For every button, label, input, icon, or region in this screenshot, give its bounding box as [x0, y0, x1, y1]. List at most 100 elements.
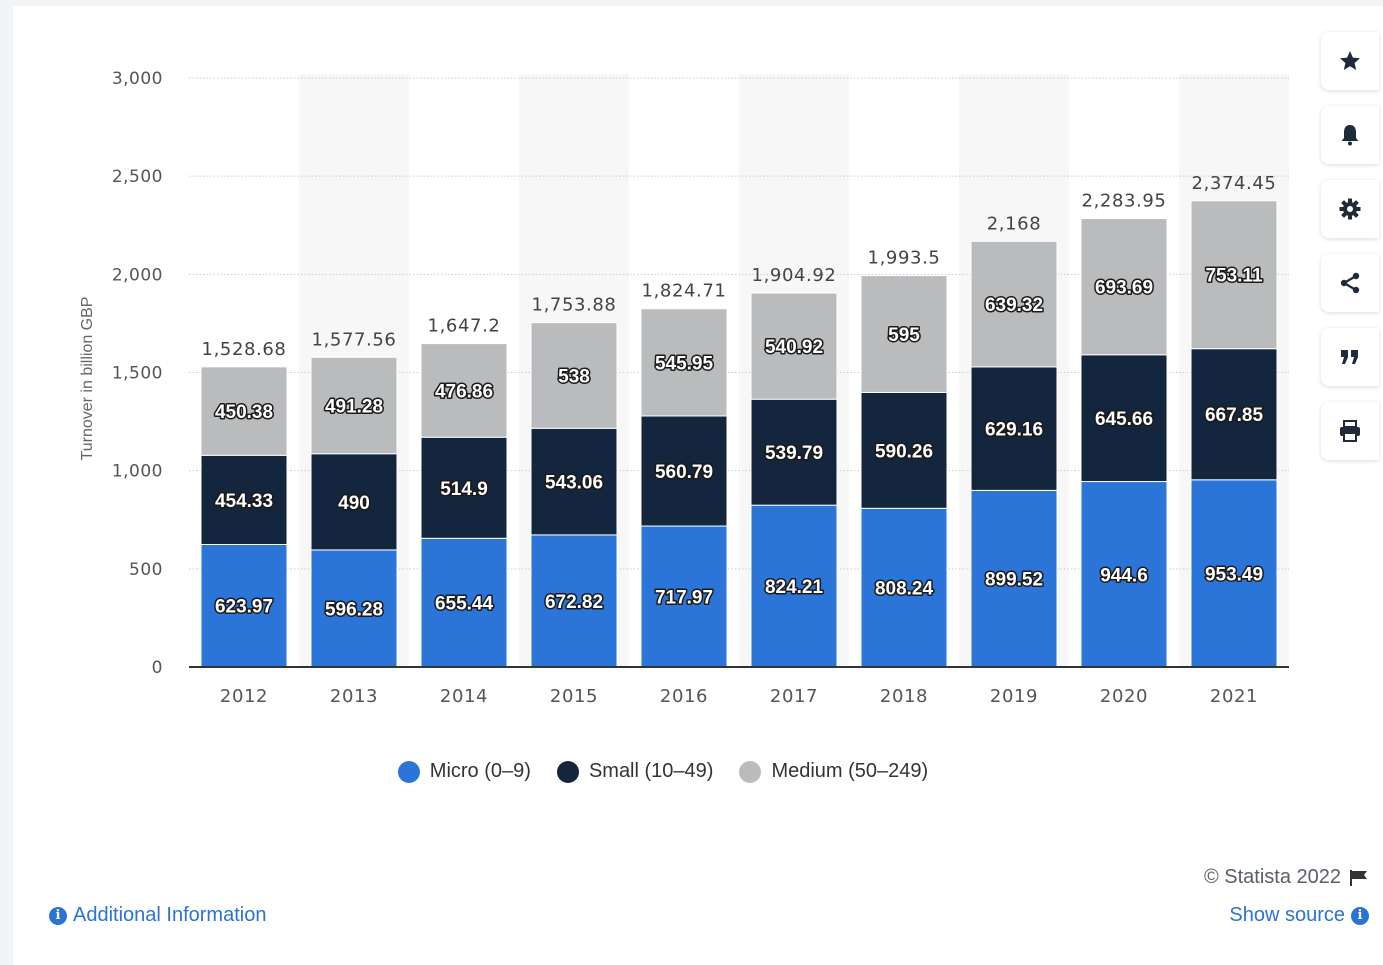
bar-segment-label: 540.92: [765, 337, 823, 358]
bar-segment: [420, 537, 508, 668]
bar-segment-label: 476.86: [435, 381, 493, 402]
bar-segment-label: 672.82: [545, 592, 603, 613]
print-button[interactable]: [1321, 402, 1379, 460]
x-tick-label: 2020: [1100, 686, 1148, 707]
bar-segment-label: 944.6: [1100, 565, 1148, 586]
legend-item-medium[interactable]: Medium (50–249): [739, 760, 928, 783]
cite-button[interactable]: [1321, 328, 1379, 386]
total-label: 2,283.95: [1082, 191, 1167, 212]
bar-segment-label: 596.28: [325, 599, 383, 620]
info-icon: i: [1351, 906, 1369, 925]
bar-segment-label: 629.16: [985, 420, 1043, 441]
bar-segment-label: 667.85: [1205, 405, 1264, 426]
bar-segment: [970, 489, 1058, 668]
bar-segment-label: 545.95: [655, 353, 714, 374]
quote-icon: [1341, 350, 1358, 364]
additional-information-label: Additional Information: [73, 904, 267, 926]
legend-item-small[interactable]: Small (10–49): [556, 760, 714, 783]
bar-segment: [640, 415, 728, 527]
y-tick-label: 500: [129, 560, 163, 580]
total-label: 2,168: [987, 213, 1042, 234]
legend-label-micro: Micro (0–9): [429, 760, 531, 782]
bar-segment-label: 655.44: [435, 594, 494, 615]
bar-segment: [970, 240, 1058, 368]
bar-segment: [860, 391, 948, 509]
bar-segment-label: 808.24: [875, 579, 934, 600]
bar-segment: [750, 504, 838, 668]
x-tick-label: 2021: [1210, 686, 1258, 707]
bar-segment-label: 639.32: [985, 295, 1043, 316]
print-icon: [1340, 420, 1360, 442]
show-source-label: Show source: [1229, 904, 1345, 926]
y-tick-label: 2,000: [112, 265, 163, 285]
bar-segment: [860, 275, 948, 393]
star-icon: [1340, 51, 1360, 70]
share-button[interactable]: [1321, 254, 1379, 312]
y-tick-label: 1,500: [112, 364, 163, 384]
bar-segment: [970, 366, 1058, 491]
y-tick-label: 1,000: [112, 462, 163, 482]
x-tick-label: 2018: [880, 686, 928, 707]
share-icon: [1340, 272, 1360, 294]
bar-segment: [750, 398, 838, 506]
bar-segment: [530, 322, 618, 429]
copyright-notice: © Statista 2022: [1204, 866, 1369, 889]
bar-segment: [1080, 218, 1168, 356]
bar-segment: [1190, 479, 1278, 668]
stacked-bar-chart: 0 500 1,000 1,500 2,000 2,500 3,000 Turnover in…: [79, 69, 1289, 707]
settings-button[interactable]: [1321, 180, 1379, 238]
bar-segment-label: 824.21: [765, 577, 824, 598]
legend-swatch-small: [556, 760, 579, 783]
x-tick-label: 2017: [770, 686, 818, 707]
bar-segment-label: 491.28: [325, 396, 383, 417]
bar-segment: [310, 356, 398, 455]
legend-swatch-medium: [739, 760, 762, 783]
chart-legend: Micro (0–9) Small (10–49) Medium (50–249…: [13, 760, 1313, 783]
bar-segment-label: 693.69: [1095, 278, 1153, 299]
bar-segment-label: 560.79: [655, 462, 713, 483]
bar-segment: [1080, 354, 1168, 483]
bar-segment-label: 450.38: [215, 402, 273, 423]
legend-item-micro[interactable]: Micro (0–9): [397, 760, 531, 783]
copyright-text: © Statista 2022: [1203, 866, 1341, 888]
bar-segment-label: 538: [558, 366, 590, 387]
bar-segment-label: 953.49: [1205, 564, 1263, 585]
flag-icon[interactable]: [1349, 869, 1369, 887]
total-label: 1,528.68: [202, 339, 287, 360]
bar-segment: [310, 453, 398, 551]
favorite-button[interactable]: [1321, 32, 1379, 90]
show-source-link[interactable]: Show source i: [1229, 904, 1369, 927]
total-label: 1,993.5: [868, 248, 941, 269]
y-tick-label: 3,000: [112, 69, 163, 89]
bar-segment: [750, 292, 838, 400]
bar-segment: [640, 308, 728, 417]
total-label: 1,904.92: [752, 265, 837, 286]
bar-segment: [420, 436, 508, 539]
y-tick-label: 2,500: [112, 167, 163, 187]
bar-segment-label: 543.06: [545, 473, 603, 494]
legend-label-small: Small (10–49): [588, 760, 714, 782]
notification-button[interactable]: [1321, 106, 1379, 164]
bar-segment: [640, 525, 728, 668]
legend-swatch-micro: [397, 760, 420, 783]
additional-information-link[interactable]: i Additional Information: [49, 904, 266, 927]
y-tick-label: 0: [152, 658, 163, 678]
bar-segment: [1190, 348, 1278, 481]
chart-card: 0 500 1,000 1,500 2,000 2,500 3,000 Turnover in…: [13, 6, 1383, 965]
x-tick-label: 2013: [330, 686, 378, 707]
bar-segment-label: 899.52: [985, 570, 1043, 591]
total-label: 1,753.88: [532, 295, 617, 316]
x-tick-label: 2014: [440, 686, 488, 707]
x-tick-label: 2016: [660, 686, 708, 707]
bar-segment-label: 454.33: [215, 491, 273, 512]
bar-segment: [530, 534, 618, 668]
bar-segment: [530, 427, 618, 536]
bar-segment-label: 717.97: [655, 588, 713, 609]
bar-segment-label: 590.26: [875, 441, 933, 462]
x-tick-label: 2012: [220, 686, 268, 707]
gear-icon: [1339, 198, 1361, 220]
bar-segment: [420, 343, 508, 438]
info-icon: i: [49, 906, 67, 925]
bar-segment-label: 595: [888, 325, 920, 346]
bar-segment: [200, 366, 288, 456]
